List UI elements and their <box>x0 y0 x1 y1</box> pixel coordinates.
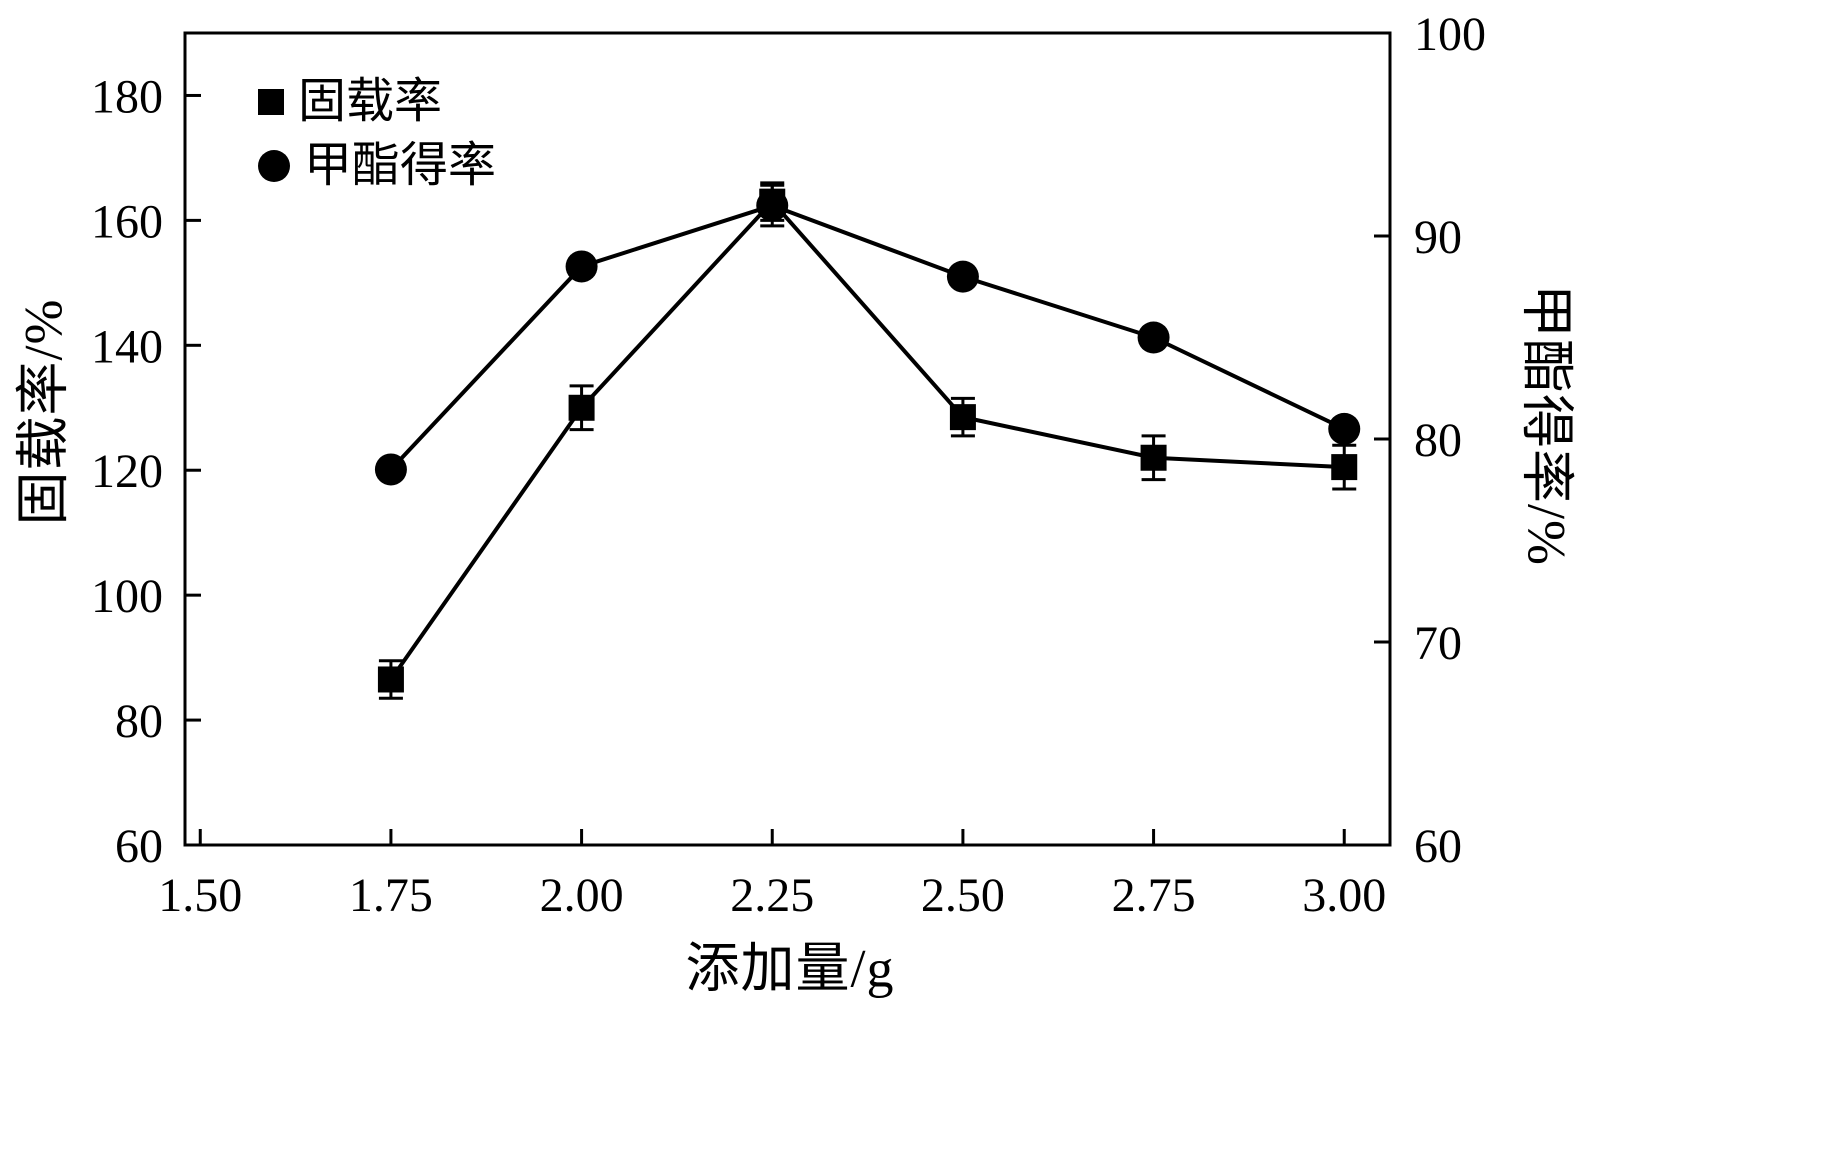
square-marker-icon <box>258 89 284 115</box>
data-point-circle <box>1137 321 1170 354</box>
legend-item: 甲酯得率 <box>258 142 496 190</box>
x-tick-label: 2.50 <box>921 869 1005 922</box>
right-y-tick-label: 90 <box>1414 211 1462 264</box>
left-y-tick-label: 60 <box>115 820 163 873</box>
legend-label: 甲酯得率 <box>304 139 497 192</box>
data-point-square <box>949 404 976 431</box>
x-tick-label: 1.75 <box>349 869 433 922</box>
x-tick-label: 2.25 <box>730 869 814 922</box>
left-axis-title: 固载率/% <box>13 298 74 526</box>
legend-label: 固载率 <box>298 75 443 128</box>
data-point-circle <box>565 250 598 283</box>
data-point-square <box>1140 444 1167 471</box>
series-line-0 <box>389 199 1345 681</box>
left-y-tick-label: 80 <box>115 695 163 748</box>
right-y-tick-label: 60 <box>1414 820 1462 873</box>
left-y-tick-label: 140 <box>91 320 163 373</box>
left-y-tick-label: 120 <box>91 445 163 498</box>
circle-marker-icon <box>258 150 290 182</box>
right-y-tick-label: 100 <box>1414 8 1486 61</box>
legend: 固载率 甲酯得率 <box>258 78 496 190</box>
series-line-1 <box>389 203 1346 471</box>
data-point-square <box>377 666 404 693</box>
x-tick-label: 1.50 <box>158 869 242 922</box>
data-point-square <box>1331 454 1358 481</box>
data-point-circle <box>756 189 789 222</box>
x-tick-label: 2.00 <box>540 869 624 922</box>
right-y-tick-label: 80 <box>1414 414 1462 467</box>
data-point-circle <box>946 260 979 293</box>
data-point-circle <box>374 453 407 486</box>
legend-item: 固载率 <box>258 78 496 126</box>
data-point-square <box>568 394 595 421</box>
x-axis-title: 添加量/g <box>685 938 895 999</box>
left-y-tick-label: 180 <box>91 70 163 123</box>
left-y-tick-label: 100 <box>91 570 163 623</box>
left-y-tick-label: 160 <box>91 195 163 248</box>
data-point-circle <box>1328 412 1361 445</box>
x-tick-label: 3.00 <box>1302 869 1386 922</box>
right-axis-title: 甲酯得率/% <box>1516 284 1577 566</box>
right-y-tick-label: 70 <box>1414 617 1462 670</box>
x-tick-label: 2.75 <box>1112 869 1196 922</box>
